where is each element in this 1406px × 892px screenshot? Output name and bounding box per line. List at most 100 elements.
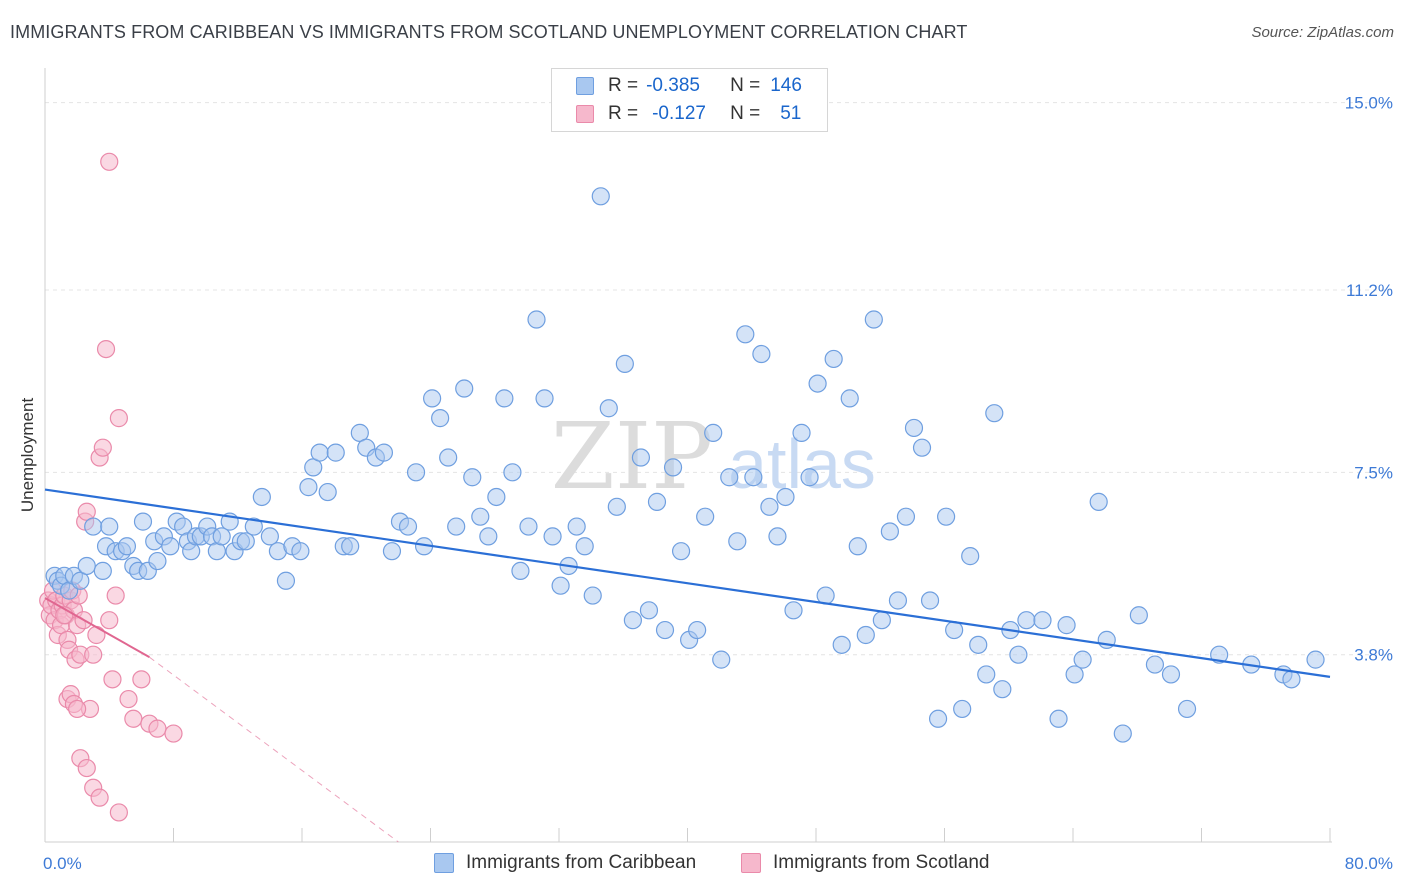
caribbean-point xyxy=(77,556,96,576)
scotland-trend-extension xyxy=(149,656,399,843)
caribbean-point xyxy=(599,399,618,418)
caribbean-point xyxy=(663,458,683,477)
caribbean-point xyxy=(511,561,530,581)
caribbean-point xyxy=(888,591,908,610)
caribbean-point xyxy=(993,680,1012,699)
axes xyxy=(44,68,1332,843)
scotland-point xyxy=(87,625,106,645)
caribbean-point xyxy=(880,522,899,541)
legend-swatch-scotland xyxy=(576,105,594,123)
caribbean-point xyxy=(808,374,827,393)
caribbean-point xyxy=(704,423,723,442)
caribbean-point xyxy=(463,468,482,487)
legend-n-label: N = xyxy=(730,75,761,96)
caribbean-point xyxy=(583,586,602,605)
caribbean-trend-line xyxy=(44,488,1331,678)
caribbean-point xyxy=(896,507,916,526)
caribbean-point xyxy=(318,482,337,502)
caribbean-point xyxy=(736,325,755,344)
caribbean-point xyxy=(471,507,490,526)
caribbean-point xyxy=(800,468,819,487)
caribbean-point xyxy=(1306,650,1325,669)
tick-labels: 3.8% 7.5% 11.2% 15.0% 0.0% 80.0% xyxy=(43,94,1393,873)
trend-lines xyxy=(44,488,1331,843)
scotland-point xyxy=(109,803,128,822)
caribbean-point xyxy=(495,389,514,408)
bottom-legend-swatch-scotland xyxy=(741,853,761,873)
scotland-point xyxy=(148,719,167,738)
caribbean-point xyxy=(977,665,996,684)
scotland-point xyxy=(77,758,96,778)
caribbean-point xyxy=(161,537,180,556)
caribbean-point xyxy=(398,517,418,536)
caribbean-point xyxy=(639,601,659,620)
caribbean-point xyxy=(776,487,795,507)
caribbean-point xyxy=(1009,645,1028,664)
caribbean-point xyxy=(840,389,859,408)
caribbean-point xyxy=(535,389,554,408)
scotland-point xyxy=(68,699,87,719)
caribbean-point xyxy=(784,601,803,620)
caribbean-point xyxy=(212,527,231,546)
caribbean-point xyxy=(1033,611,1052,630)
caribbean-point xyxy=(519,517,538,536)
watermark: ZIP atlas xyxy=(551,403,876,510)
caribbean-point xyxy=(937,507,956,526)
caribbean-point xyxy=(439,448,458,467)
caribbean-point xyxy=(744,468,763,487)
caribbean-point xyxy=(969,635,988,654)
legend-n-label: N = xyxy=(730,103,761,124)
y-tick-label-1: 7.5% xyxy=(1354,463,1393,482)
caribbean-point xyxy=(447,517,466,536)
caribbean-point xyxy=(406,463,426,482)
caribbean-points xyxy=(45,187,1325,743)
caribbean-point xyxy=(760,497,779,516)
caribbean-point xyxy=(310,443,329,462)
legend-n-value-caribbean: 146 xyxy=(770,75,802,96)
caribbean-point xyxy=(244,517,263,536)
scotland-point xyxy=(106,586,125,605)
caribbean-point xyxy=(551,576,570,595)
caribbean-point xyxy=(1065,665,1084,684)
caribbean-point xyxy=(1129,606,1148,625)
caribbean-point xyxy=(487,487,506,507)
caribbean-point xyxy=(236,532,255,551)
scotland-points xyxy=(39,152,183,822)
legend-row-scotland: R = -0.127 N = 51 xyxy=(576,102,801,126)
caribbean-point xyxy=(752,344,771,364)
caribbean-point xyxy=(455,379,474,398)
caribbean-point xyxy=(591,187,610,206)
legend-r-value-scotland: -0.127 xyxy=(652,103,706,124)
caribbean-point xyxy=(953,699,972,719)
caribbean-point xyxy=(382,542,402,561)
caribbean-point xyxy=(100,517,119,536)
caribbean-point xyxy=(623,611,642,630)
scotland-point xyxy=(100,152,119,171)
chart-title: IMMIGRANTS FROM CARIBBEAN VS IMMIGRANTS … xyxy=(10,22,968,42)
y-tick-label-0: 3.8% xyxy=(1354,646,1393,665)
scotland-point xyxy=(164,724,183,743)
caribbean-point xyxy=(961,547,980,566)
caribbean-point xyxy=(423,389,442,408)
chart-source: Source: ZipAtlas.com xyxy=(1251,24,1394,41)
caribbean-point xyxy=(431,409,450,428)
scotland-trend-line xyxy=(44,597,150,659)
scotland-point xyxy=(119,689,138,709)
caribbean-point xyxy=(912,438,932,457)
caribbean-point xyxy=(479,527,498,546)
caribbean-point xyxy=(84,517,103,536)
scotland-point xyxy=(132,670,151,689)
legend: R = -0.385 N = 146 R = -0.127 N = 51 xyxy=(551,68,828,132)
legend-row-caribbean: R = -0.385 N = 146 xyxy=(576,74,802,98)
caribbean-point xyxy=(920,591,940,610)
caribbean-point xyxy=(607,497,626,516)
caribbean-point xyxy=(527,310,546,329)
scotland-point xyxy=(84,645,103,664)
caribbean-point xyxy=(712,650,731,669)
scotland-point xyxy=(100,611,119,630)
caribbean-point xyxy=(647,492,667,511)
caribbean-point xyxy=(671,542,691,561)
scotland-point xyxy=(96,339,116,359)
caribbean-point xyxy=(260,527,279,546)
